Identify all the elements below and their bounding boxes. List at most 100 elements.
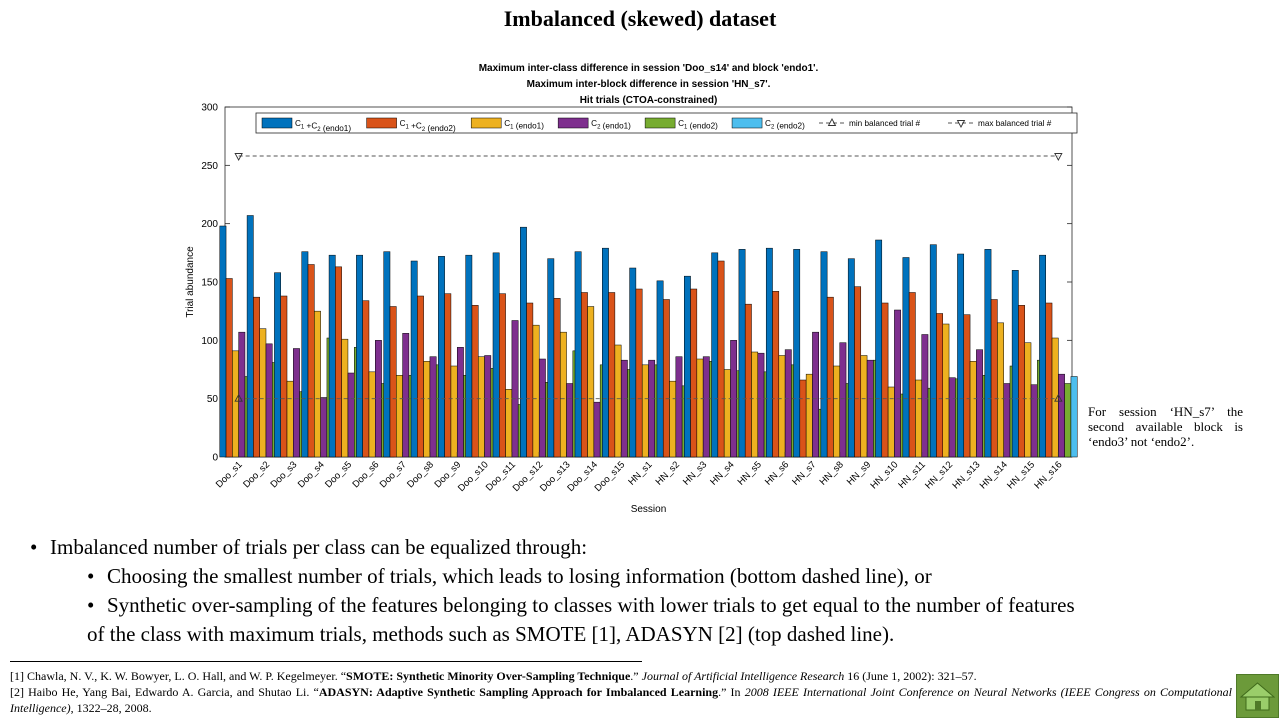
home-icon bbox=[1239, 682, 1276, 711]
bar bbox=[805, 373, 813, 458]
bar bbox=[438, 256, 445, 458]
bar bbox=[847, 258, 855, 458]
x-tick-label: Doo_s2 bbox=[241, 459, 272, 490]
legend-swatch bbox=[731, 117, 763, 129]
bar bbox=[593, 401, 601, 458]
bullet-dot: • bbox=[87, 564, 95, 588]
bullet-text: Imbalanced number of trials per class ca… bbox=[50, 535, 588, 559]
x-tick-label: Doo_s6 bbox=[350, 459, 381, 490]
bar bbox=[465, 254, 473, 458]
reference-1: [1] Chawla, N. V., K. W. Bowyer, L. O. H… bbox=[10, 668, 1232, 684]
bar bbox=[765, 247, 773, 458]
bar bbox=[963, 314, 971, 458]
x-tick-label: Doo_s3 bbox=[268, 459, 299, 490]
bar bbox=[402, 333, 410, 458]
bar bbox=[450, 365, 458, 458]
bar bbox=[456, 347, 464, 458]
x-tick-label: HN_s1 bbox=[626, 459, 654, 487]
bar bbox=[219, 225, 227, 458]
bar bbox=[662, 299, 670, 458]
bullet-continuation: of the class with maximum trials, method… bbox=[30, 620, 1250, 649]
bar bbox=[362, 300, 370, 458]
bar bbox=[669, 380, 677, 458]
bar bbox=[744, 303, 752, 458]
bar bbox=[293, 348, 300, 458]
bar bbox=[656, 280, 664, 458]
bar bbox=[887, 386, 895, 458]
x-tick-label: HN_s4 bbox=[708, 459, 736, 487]
x-tick-label: Doo_s10 bbox=[456, 459, 491, 494]
bar bbox=[341, 338, 349, 458]
bar bbox=[307, 264, 315, 458]
bar bbox=[696, 358, 704, 458]
bar bbox=[1058, 373, 1065, 458]
x-tick-label: HN_s16 bbox=[1032, 459, 1064, 491]
bar bbox=[875, 239, 883, 458]
bar bbox=[383, 251, 391, 458]
y-tick-label: 100 bbox=[201, 336, 218, 347]
references: [1] Chawla, N. V., K. W. Bowyer, L. O. H… bbox=[10, 668, 1232, 716]
bar-chart: Maximum inter-class difference in sessio… bbox=[185, 63, 1078, 515]
bullet-text: Synthetic over-sampling of the features … bbox=[107, 593, 1075, 617]
y-tick-label: 200 bbox=[201, 219, 218, 230]
y-axis-label: Trial abundance bbox=[185, 246, 196, 318]
x-tick-label: HN_s15 bbox=[1005, 459, 1037, 491]
bar bbox=[929, 244, 937, 458]
bullet-dot: • bbox=[30, 535, 38, 559]
side-note: For session ‘HN_s7’ the second available… bbox=[1088, 404, 1243, 449]
bar bbox=[417, 295, 424, 458]
bar bbox=[976, 349, 983, 458]
bar bbox=[280, 295, 288, 458]
bar bbox=[948, 377, 956, 458]
bar bbox=[520, 226, 527, 458]
bar bbox=[936, 313, 943, 458]
home-button[interactable] bbox=[1236, 674, 1279, 718]
ref-suffix: , 1322–28, 2008. bbox=[70, 701, 152, 715]
bar bbox=[505, 389, 513, 458]
bar bbox=[866, 359, 874, 458]
ref-title: SMOTE: Synthetic Minority Over-Sampling … bbox=[346, 669, 631, 683]
bar bbox=[259, 328, 267, 458]
bar bbox=[538, 358, 546, 458]
footnote-divider bbox=[10, 661, 642, 662]
bar bbox=[396, 375, 403, 458]
bar bbox=[881, 302, 889, 458]
legend-swatch bbox=[261, 117, 293, 129]
reference-marker bbox=[234, 393, 243, 402]
bar bbox=[253, 296, 260, 458]
bar bbox=[511, 320, 519, 458]
bar bbox=[839, 342, 847, 458]
bullet-dot: • bbox=[87, 593, 95, 617]
chart-title-line: Maximum inter-block difference in sessio… bbox=[527, 79, 771, 90]
bar bbox=[629, 267, 637, 458]
bar bbox=[566, 383, 574, 458]
bar bbox=[559, 331, 567, 458]
x-tick-label: HN_s14 bbox=[978, 459, 1010, 491]
bar bbox=[915, 379, 922, 458]
y-tick-label: 150 bbox=[201, 278, 218, 289]
bar bbox=[320, 397, 328, 458]
bar bbox=[602, 247, 609, 458]
bar bbox=[820, 251, 828, 458]
bar bbox=[444, 293, 452, 458]
y-tick-label: 250 bbox=[201, 161, 218, 172]
bar bbox=[1011, 270, 1019, 458]
bar bbox=[484, 355, 492, 458]
x-tick-label: HN_s13 bbox=[950, 459, 982, 491]
x-tick-label: Doo_s7 bbox=[378, 459, 409, 490]
bar bbox=[683, 275, 691, 458]
bar bbox=[793, 249, 801, 458]
bullet-text: of the class with maximum trials, method… bbox=[87, 622, 895, 646]
bar bbox=[526, 302, 534, 458]
legend-label: min balanced trial # bbox=[849, 119, 920, 128]
legend-swatch bbox=[366, 117, 397, 129]
bar bbox=[471, 305, 479, 458]
x-tick-label: Doo_s8 bbox=[405, 459, 436, 490]
bar bbox=[614, 344, 622, 458]
x-tick-label: Doo_s5 bbox=[323, 459, 354, 490]
x-tick-label: HN_s3 bbox=[681, 459, 709, 487]
y-tick-label: 50 bbox=[207, 394, 219, 405]
x-tick-label: HN_s10 bbox=[868, 459, 900, 491]
bar bbox=[675, 356, 683, 458]
ref-suffix: 16 (June 1, 2002): 321–57. bbox=[844, 669, 977, 683]
